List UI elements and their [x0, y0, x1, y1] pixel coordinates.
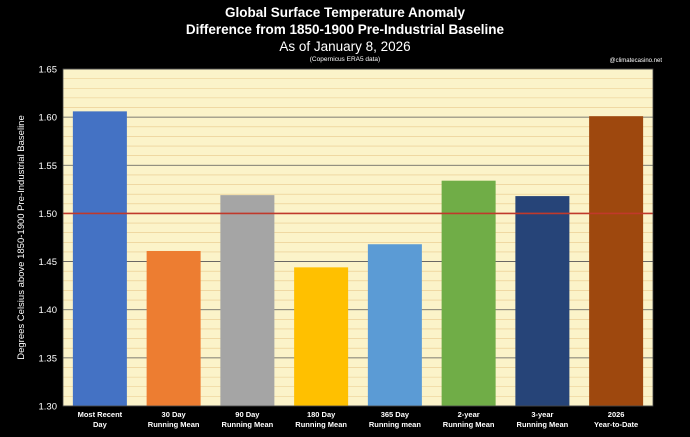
y-tick-label: 1.30 — [39, 402, 58, 413]
bar — [220, 195, 275, 406]
y-tick-label: 1.45 — [39, 257, 58, 268]
bar — [72, 111, 127, 406]
plot-frame — [62, 68, 654, 407]
bar — [367, 244, 422, 406]
x-tick-label: 90 Day Running Mean — [222, 410, 274, 429]
x-tick-label: 2026 Year-to-Date — [594, 410, 638, 429]
chart-title-block: Global Surface Temperature Anomaly Diffe… — [0, 4, 690, 64]
x-tick-label: 30 Day Running Mean — [148, 410, 200, 429]
x-tick-label: Most Recent Day — [78, 410, 123, 429]
y-tick-label: 1.55 — [39, 161, 58, 172]
bar — [441, 180, 496, 406]
bar — [294, 267, 349, 406]
watermark: @climatecasino.net — [609, 58, 662, 64]
chart-subtitle: Difference from 1850-1900 Pre-Industrial… — [185, 22, 505, 37]
bar — [146, 250, 201, 406]
y-tick-label: 1.60 — [39, 113, 58, 124]
y-tick-label: 1.50 — [39, 209, 58, 220]
y-tick-label: 1.40 — [39, 305, 58, 316]
chart-source-note: (Copernicus ERA5 data) — [309, 56, 381, 63]
x-tick-label: 2-year Running Mean — [443, 410, 495, 429]
bar — [589, 116, 644, 407]
chart-title: Global Surface Temperature Anomaly — [224, 5, 466, 20]
y-tick-label: 1.65 — [39, 65, 58, 76]
chart-date-line: As of January 8, 2026 — [279, 39, 411, 54]
y-tick-label: 1.35 — [39, 353, 58, 364]
x-tick-label: 365 Day Running mean — [369, 410, 422, 429]
x-tick-label: 180 Day Running Mean — [295, 410, 347, 429]
bar — [515, 196, 570, 406]
y-axis-label: Degrees Celsius above 1850-1900 Pre-Indu… — [16, 115, 27, 360]
x-tick-label: 3-year Running Mean — [517, 410, 569, 429]
